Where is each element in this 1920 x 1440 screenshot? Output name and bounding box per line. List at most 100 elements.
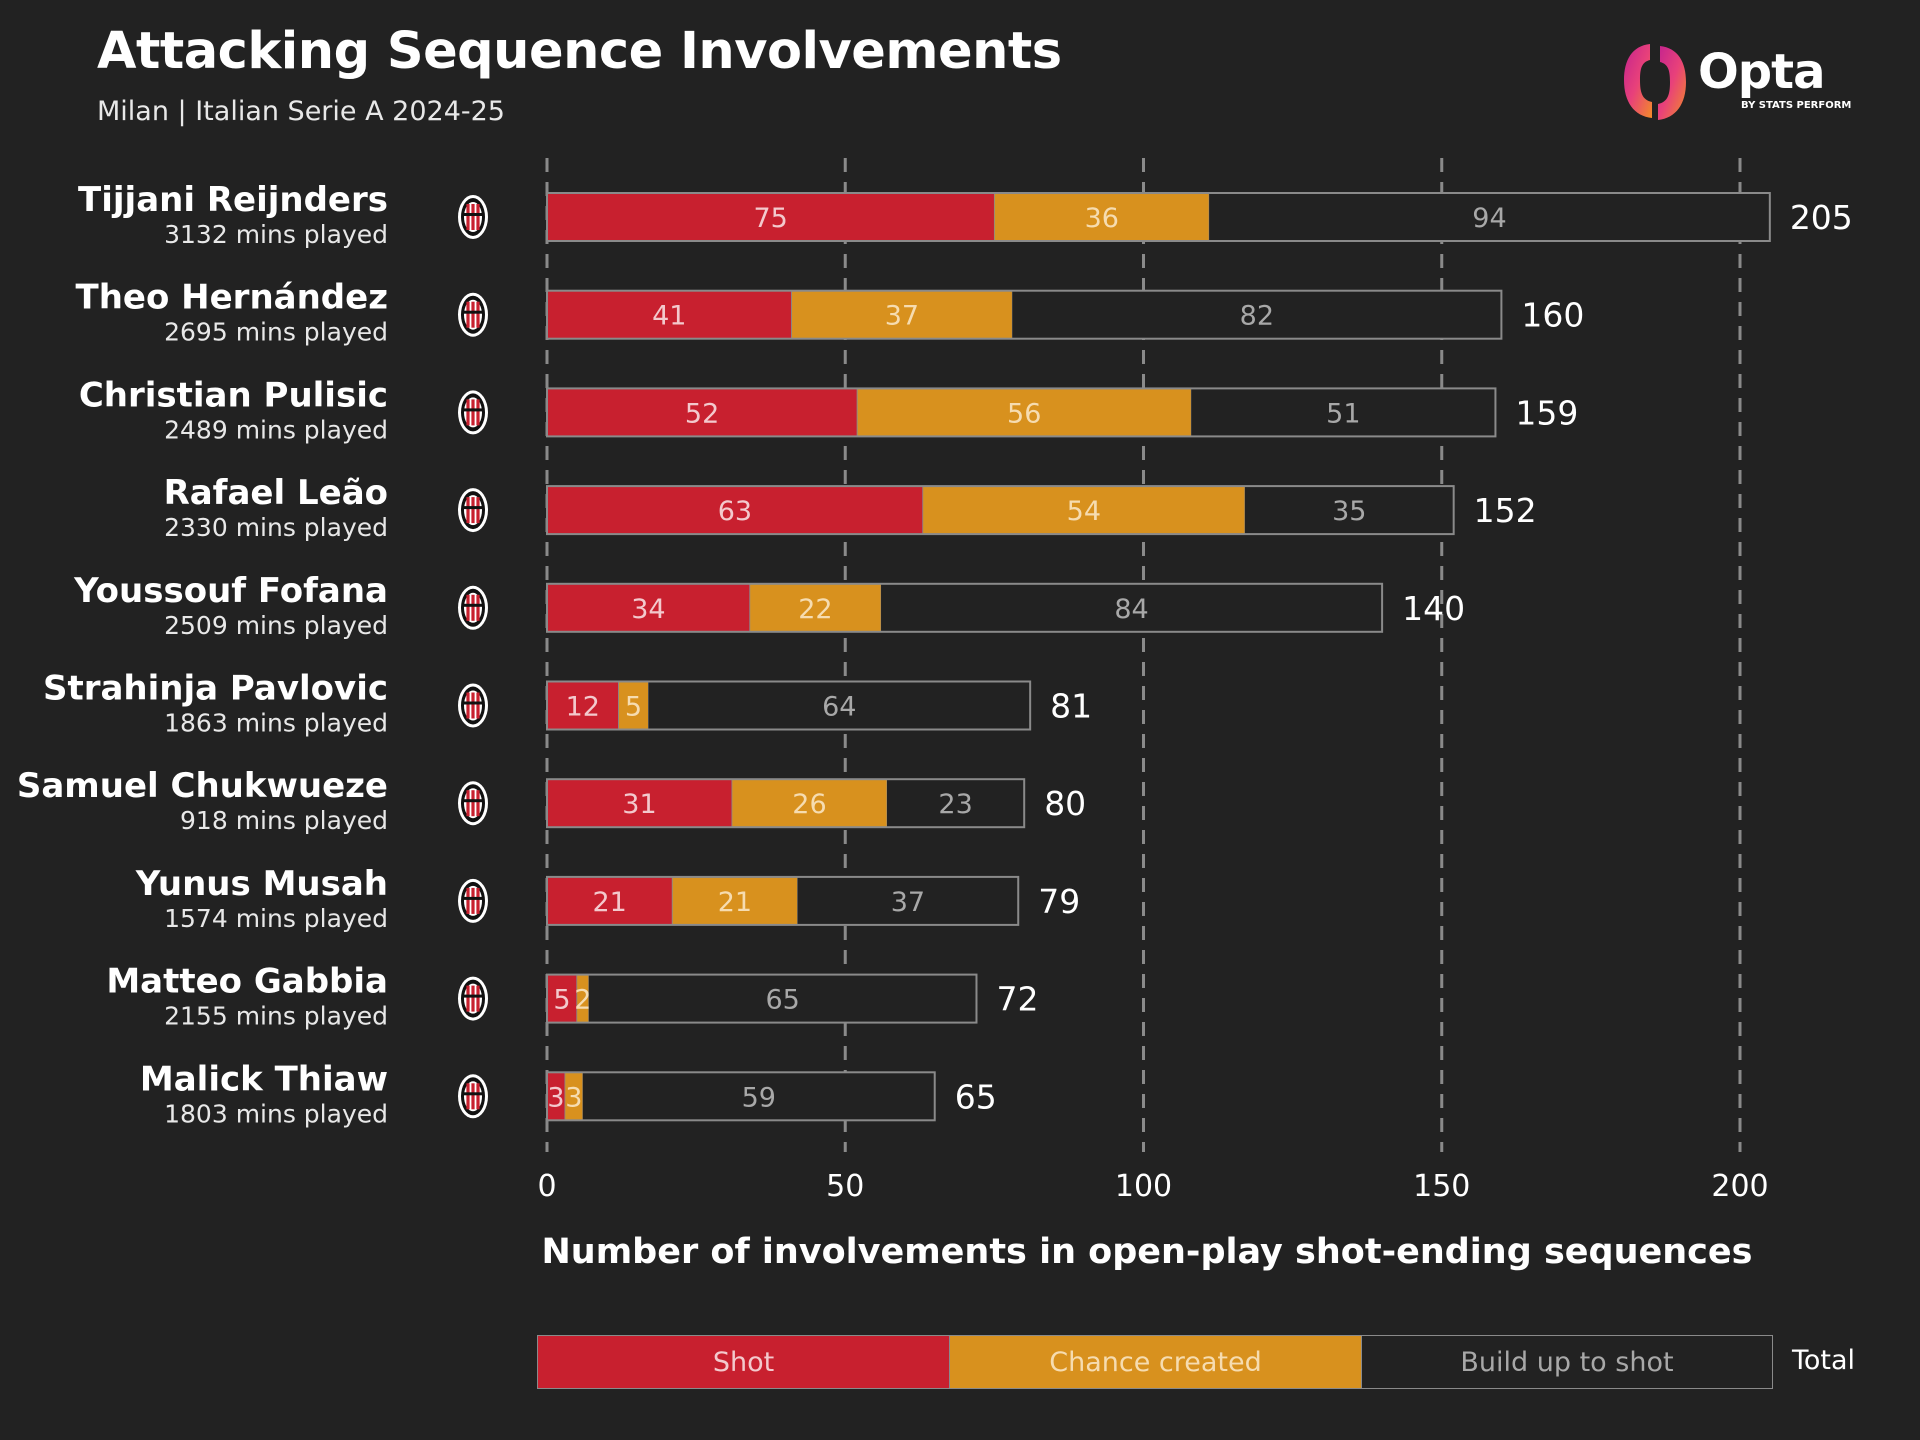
player-name: Yunus Musah (135, 864, 388, 904)
bar-chance-created (671, 876, 798, 926)
bar-value-label: 12 (566, 692, 600, 723)
bar-total-label: 205 (1790, 198, 1853, 237)
milan-crest-icon (458, 585, 488, 630)
bar-value-label: 34 (631, 594, 665, 625)
bar-value-label: 64 (822, 692, 856, 723)
milan-crest-icon (458, 976, 488, 1021)
bar-value-label: 37 (885, 301, 919, 332)
player-name: Rafael Leão (164, 473, 388, 513)
bar-outline (546, 680, 1032, 731)
x-tick-label: 0 (537, 1169, 556, 1204)
bar-chance-created (922, 485, 1246, 535)
milan-crest-icon (458, 292, 488, 337)
bar-build-up (881, 583, 1383, 632)
bar-outline (546, 973, 978, 1024)
bar-outline (546, 875, 1020, 926)
bar-value-label: 82 (1240, 301, 1274, 332)
bar-value-label: 63 (718, 496, 752, 527)
bar-shot (546, 974, 578, 1023)
bar-value-label: 65 (765, 985, 799, 1016)
bar-shot (546, 583, 751, 633)
player-mins: 2509 mins played (164, 611, 388, 640)
bar-outline (546, 289, 1503, 340)
bar-value-label: 21 (592, 887, 626, 918)
bar-value-label: 41 (652, 301, 686, 332)
bar-total-label: 79 (1038, 882, 1080, 921)
x-tick-label: 100 (1115, 1169, 1172, 1204)
milan-crest-icon (458, 195, 488, 239)
player-mins: 2330 mins played (164, 513, 388, 542)
player-name: Strahinja Pavlovic (43, 669, 388, 709)
bar-shot (546, 681, 619, 730)
bar-total-label: 80 (1044, 784, 1086, 823)
bar-build-up (797, 876, 1019, 925)
bar-value-label: 75 (754, 203, 788, 234)
player-mins: 2489 mins played (164, 415, 388, 444)
legend-build-up: Build up to shot (1362, 1336, 1772, 1388)
bar-total-label: 152 (1474, 491, 1537, 530)
bar-total-label: 72 (996, 980, 1038, 1019)
bar-outline (546, 192, 1771, 242)
legend-shot: Shot (538, 1336, 950, 1388)
bar-value-label: 3 (565, 1082, 582, 1113)
player-mins: 3132 mins played (164, 220, 388, 249)
player-mins: 2155 mins played (164, 1002, 388, 1031)
bar-outline (546, 1071, 936, 1122)
milan-crest-icon (458, 878, 488, 923)
opta-wordmark: Opta (1698, 44, 1825, 100)
legend-total: Total (1792, 1345, 1856, 1376)
legend: Shot Chance created Build up to shot (537, 1335, 1773, 1389)
bar-build-up (648, 681, 1031, 730)
bar-shot (546, 387, 858, 437)
bar-value-label: 54 (1067, 496, 1101, 527)
player-mins: 2695 mins played (164, 318, 388, 347)
chart-subtitle: Milan | Italian Serie A 2024-25 (97, 96, 505, 127)
bar-total-label: 159 (1515, 393, 1578, 432)
bar-total-label: 65 (955, 1077, 997, 1116)
bar-build-up (588, 974, 977, 1023)
player-name: Christian Pulisic (79, 375, 388, 415)
bar-build-up (1012, 290, 1502, 339)
opta-byline: BY STATS PERFORM (1741, 100, 1852, 111)
player-name: Samuel Chukwueze (17, 766, 388, 806)
bar-value-label: 21 (718, 887, 752, 918)
legend-chance-created: Chance created (950, 1336, 1362, 1388)
bar-value-label: 37 (891, 887, 925, 918)
player-name: Theo Hernández (76, 278, 388, 318)
bar-build-up (887, 779, 1025, 828)
bar-value-label: 94 (1472, 203, 1506, 234)
bar-value-label: 5 (625, 692, 642, 723)
bar-total-label: 140 (1402, 589, 1465, 628)
player-name: Malick Thiaw (140, 1059, 388, 1099)
player-name: Youssouf Fofana (73, 571, 388, 611)
milan-crest-icon (458, 683, 488, 728)
bar-value-label: 84 (1114, 594, 1148, 625)
player-mins: 1803 mins played (164, 1099, 388, 1128)
player-mins: 918 mins played (180, 806, 388, 835)
bar-value-label: 3 (547, 1082, 564, 1113)
milan-crest-icon (458, 1074, 488, 1119)
bar-outline (546, 778, 1026, 829)
player-mins: 1863 mins played (164, 709, 388, 738)
bar-build-up (1244, 486, 1454, 535)
bar-outline (546, 485, 1455, 536)
bar-chance-created (791, 290, 1013, 340)
bar-value-label: 56 (1007, 398, 1041, 429)
bar-value-label: 5 (553, 985, 570, 1016)
bar-shot (546, 876, 673, 926)
x-axis-label: Number of involvements in open-play shot… (542, 1232, 1753, 1272)
opta-brand: Opta BY STATS PERFORM (1620, 40, 1852, 124)
bar-total-label: 81 (1050, 687, 1092, 726)
opta-logo-icon (1624, 44, 1686, 120)
bar-value-label: 31 (622, 789, 656, 820)
milan-crest-icon (458, 390, 488, 435)
bar-build-up (582, 1072, 935, 1121)
bar-chance-created (731, 778, 888, 828)
bar-total-label: 160 (1521, 296, 1584, 335)
x-axis-ticks: 0 50 100 150 200 (537, 1169, 1768, 1204)
milan-crest-icon (458, 488, 488, 533)
chart-title: Attacking Sequence Involvements (97, 22, 1062, 81)
player-mins: 1574 mins played (164, 904, 388, 933)
